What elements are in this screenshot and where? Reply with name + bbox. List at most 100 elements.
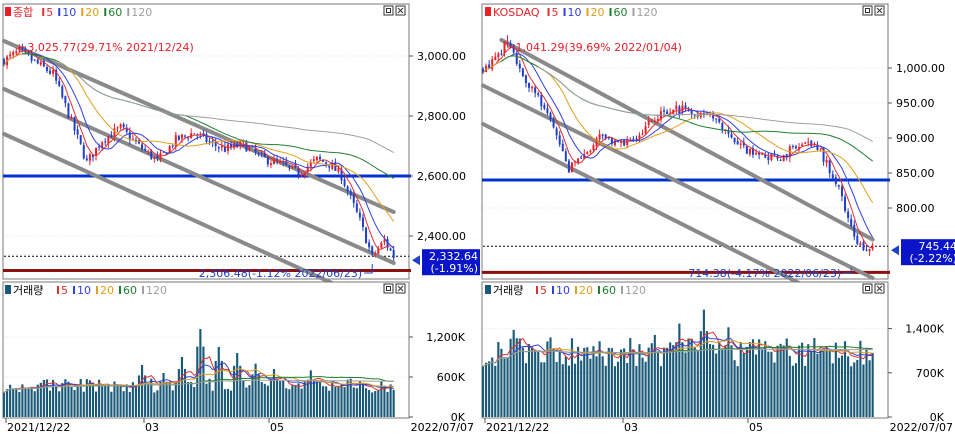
kospi-volume-bar — [255, 364, 257, 417]
kosdaq-candle-body — [645, 126, 647, 133]
kosdaq-volume-bar — [752, 339, 754, 417]
kospi-volume-bar — [73, 390, 75, 417]
kosdaq-candle-body — [850, 219, 852, 226]
kosdaq-volume-bar — [654, 335, 656, 417]
kosdaq-candle-body — [568, 161, 570, 173]
kosdaq-candle-body — [592, 145, 594, 150]
kospi-volume-title: 거래량 — [13, 284, 43, 297]
kosdaq-candle-body — [519, 64, 521, 69]
kospi-volume-bar — [141, 365, 143, 417]
kosdaq-legend-ma-marker — [587, 8, 589, 16]
kosdaq-volume-bar — [534, 350, 536, 417]
kospi-candle-body — [288, 166, 290, 167]
kosdaq-volume-bar — [743, 353, 745, 417]
kospi-volume-bar — [175, 382, 177, 417]
kosdaq-candle-body — [675, 105, 677, 109]
kosdaq-maximize-button[interactable] — [863, 6, 872, 15]
kospi-volume-bar — [116, 384, 118, 417]
kosdaq-volume-bar — [758, 339, 760, 417]
kospi-max-annotation: 3,025.77(29.71% 2021/12/24) — [27, 41, 193, 54]
kosdaq-candle-body — [528, 83, 530, 88]
kospi-volume-bar — [331, 381, 333, 417]
kosdaq-volume-bar — [734, 360, 736, 417]
kospi-candle-body — [141, 144, 143, 149]
kospi-volume-bar — [230, 391, 232, 417]
kosdaq-candle-body — [810, 141, 812, 147]
kospi-volume-bar — [279, 381, 281, 417]
kospi-candle-body — [374, 253, 376, 254]
kosdaq-volume-bar — [648, 348, 650, 417]
kospi-volume-bar — [248, 385, 250, 417]
kosdaq-volume-bar — [482, 366, 484, 417]
kosdaq-volume-bar — [801, 343, 803, 417]
kosdaq-candle-body — [761, 154, 763, 155]
kosdaq-candle-body — [565, 151, 567, 161]
kospi-volume-legend-ma-label: 20 — [100, 284, 114, 297]
kosdaq-volume-legend-ma-label: 5 — [540, 284, 547, 297]
kosdaq-candle-body — [856, 236, 858, 244]
kospi-volume-bar — [343, 387, 345, 417]
kosdaq-volume-bar — [764, 341, 766, 417]
kospi-volume-bar — [169, 382, 171, 417]
kosdaq-volume-bar — [862, 364, 864, 417]
kosdaq-candle-body — [807, 142, 809, 143]
kosdaq-volume-maximize-button[interactable] — [863, 284, 872, 293]
kospi-title: 종합 — [13, 6, 33, 19]
kospi-candle-body — [184, 136, 186, 137]
kospi-volume-bar — [386, 392, 388, 417]
kospi-volume-bar — [184, 369, 186, 417]
kosdaq-title: KOSDAQ — [493, 6, 540, 19]
kospi-volume-bar — [104, 384, 106, 417]
kospi-candle-body — [120, 124, 122, 127]
kospi-date-label: 03 — [145, 421, 159, 434]
kospi-volume-maximize-button[interactable] — [384, 284, 393, 293]
kosdaq-volume-bar — [528, 344, 530, 417]
kospi-volume-bar — [365, 388, 367, 417]
kosdaq-volume-bar — [681, 342, 683, 417]
kosdaq-volume-bar — [869, 360, 871, 417]
kosdaq-volume-bar — [786, 338, 788, 417]
kosdaq-volume-bar — [822, 349, 824, 417]
kospi-volume-legend-ma-marker — [57, 286, 59, 294]
kospi-candle-body — [209, 141, 211, 142]
kospi-volume-bar — [187, 382, 189, 417]
kosdaq-tick-label: 1,000.00 — [896, 62, 945, 75]
kospi-volume-bar — [156, 390, 158, 417]
kospi-volume-bar — [233, 366, 235, 417]
kosdaq-candle-body — [721, 123, 723, 130]
kospi-volume-bar — [18, 392, 20, 417]
kosdaq-candle-body — [847, 211, 849, 217]
kospi-volume-bar — [55, 387, 57, 417]
kosdaq-volume-bar — [531, 347, 533, 417]
kospi-candle-body — [328, 165, 330, 167]
kosdaq-candle-body — [654, 121, 656, 122]
kospi-volume-bar — [313, 380, 315, 417]
kospi-legend-ma-label: 60 — [108, 6, 122, 19]
kospi-candle-body — [113, 128, 115, 136]
kosdaq-volume-bar — [583, 348, 585, 417]
kospi-tick-label: 2,600.00 — [417, 170, 466, 183]
kosdaq-volume-bar — [865, 348, 867, 417]
kosdaq-candle-body — [589, 150, 591, 151]
kospi-candle-body — [181, 135, 183, 139]
kospi-volume-bar — [245, 387, 247, 417]
kosdaq-candle-body — [540, 95, 542, 106]
kospi-volume-bar — [236, 353, 238, 417]
kosdaq-candle-body — [635, 139, 637, 140]
kosdaq-volume-bar — [638, 344, 640, 417]
kospi-date-label: 05 — [270, 421, 284, 434]
kosdaq-volume-bar — [522, 348, 524, 417]
kosdaq-candle-body — [497, 53, 499, 57]
kospi-candle-body — [15, 51, 17, 53]
kosdaq-candle-body — [862, 242, 864, 250]
kospi-volume-bar — [325, 386, 327, 417]
kospi-volume-bar — [212, 391, 214, 417]
kospi-legend-ma-marker — [127, 8, 129, 16]
kosdaq-volume-bar — [776, 346, 778, 417]
kosdaq-volume-bar — [651, 343, 653, 417]
kosdaq-volume-bar — [853, 362, 855, 417]
kosdaq-candle-body — [826, 160, 828, 163]
kospi-maximize-button[interactable] — [384, 6, 393, 15]
